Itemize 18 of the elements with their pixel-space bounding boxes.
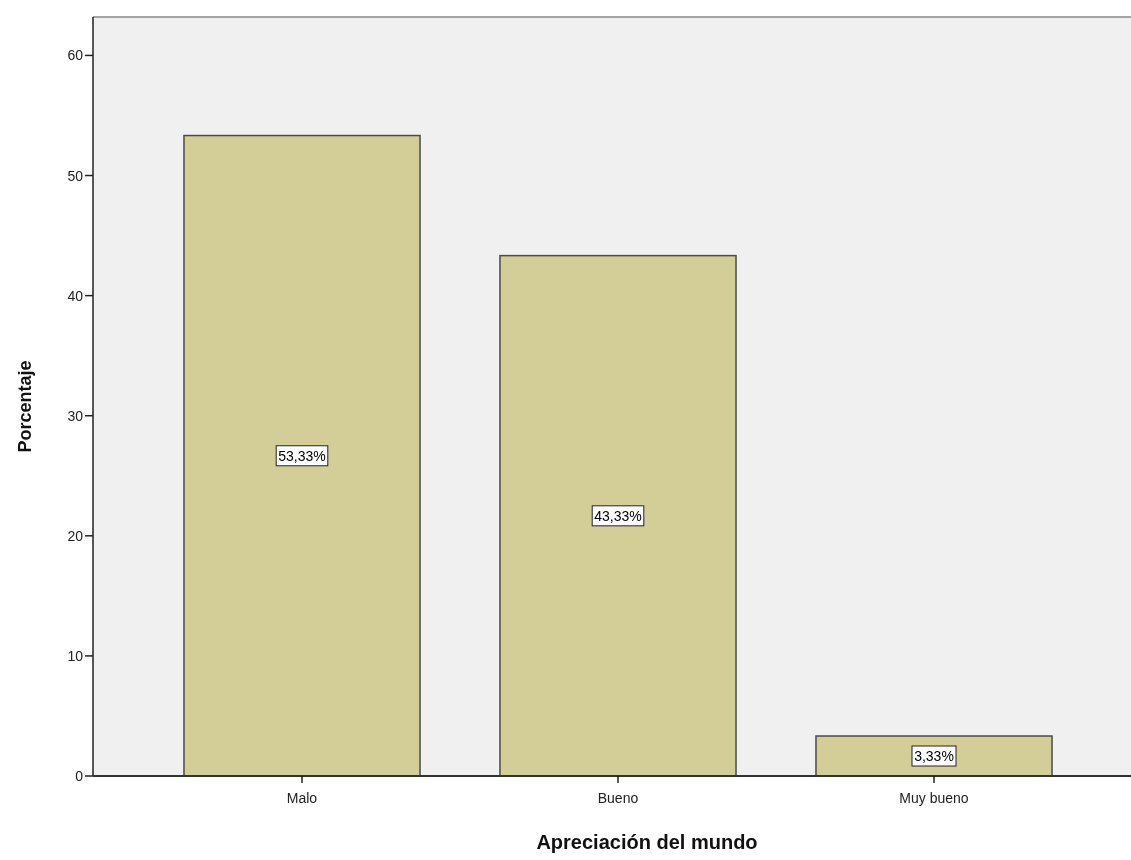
x-tick-label: Malo [286, 790, 318, 806]
x-tick-label: Muy bueno [899, 790, 969, 806]
x-tick-label: Bueno [597, 790, 639, 806]
y-tick-label: 20 [67, 527, 84, 544]
x-axis-title: Apreciación del mundo [536, 831, 758, 853]
y-tick-label: 50 [67, 167, 84, 184]
y-axis-title: Porcentaje [15, 360, 35, 453]
y-tick-label: 30 [67, 407, 84, 424]
y-tick-label: 0 [75, 768, 84, 784]
y-tick-label: 10 [67, 647, 84, 664]
y-tick-label: 40 [67, 287, 84, 304]
bar [815, 735, 1053, 777]
bar [499, 254, 737, 777]
data-label: 3,33% [914, 748, 954, 764]
data-label: 53,33% [278, 447, 326, 464]
bar [183, 134, 421, 777]
y-tick-label: 60 [67, 47, 84, 64]
data-label: 43,33% [594, 507, 642, 524]
